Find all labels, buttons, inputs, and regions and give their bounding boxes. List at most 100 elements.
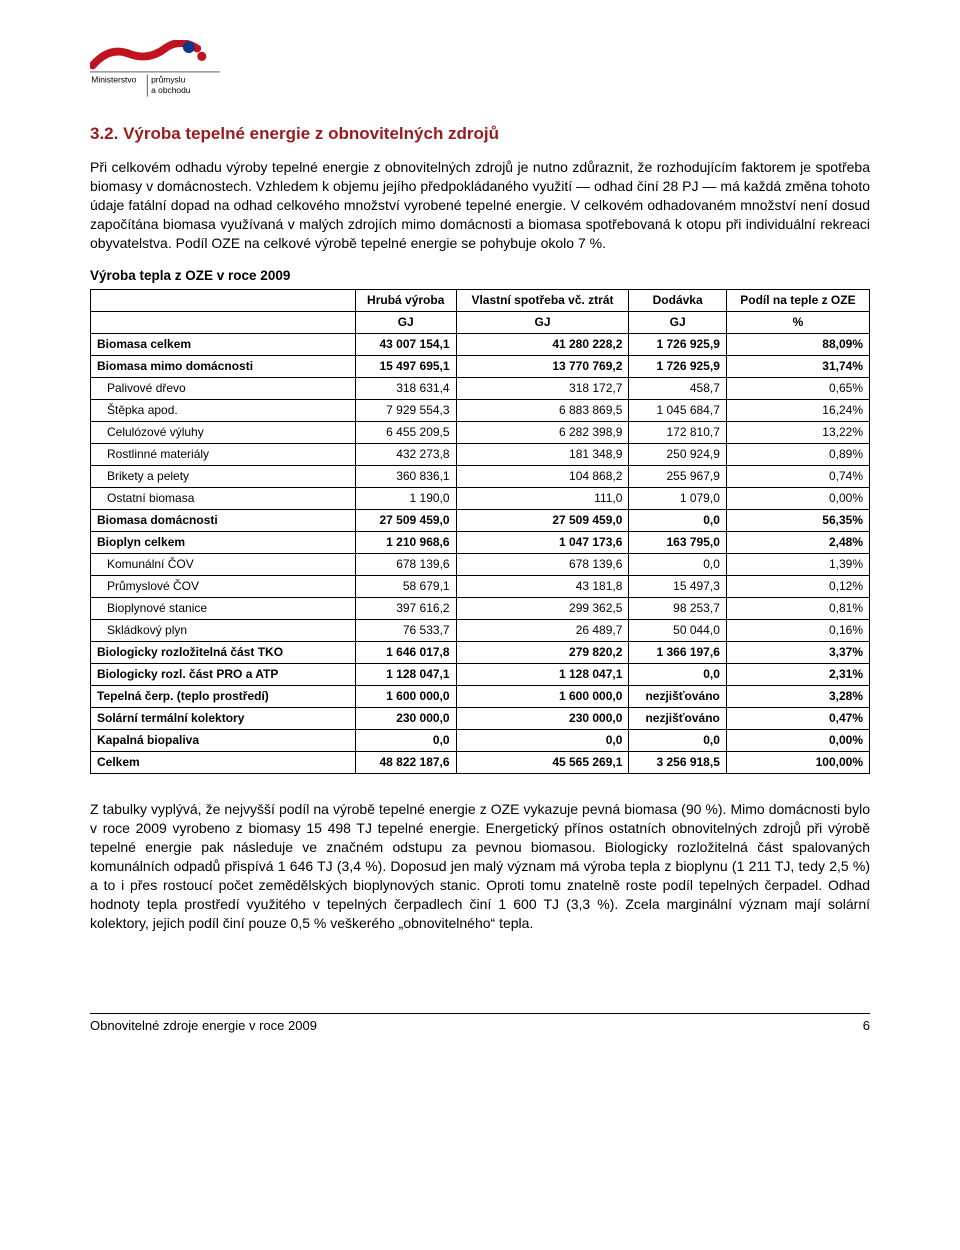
table-row: Solární termální kolektory230 000,0230 0…	[91, 708, 870, 730]
row-value: 1 190,0	[355, 488, 456, 510]
row-value: 0,74%	[726, 466, 869, 488]
row-value: 0,00%	[726, 730, 869, 752]
table-row: Celkem48 822 187,645 565 269,13 256 918,…	[91, 752, 870, 774]
table-row: Bioplynové stanice397 616,2299 362,598 2…	[91, 598, 870, 620]
row-label: Tepelná čerp. (teplo prostředí)	[91, 686, 356, 708]
row-value: 3,37%	[726, 642, 869, 664]
col-header: Vlastní spotřeba vč. ztrát	[456, 290, 629, 312]
row-value: 0,89%	[726, 444, 869, 466]
row-value: 0,00%	[726, 488, 869, 510]
unit-cell: GJ	[355, 312, 456, 334]
row-label: Průmyslové ČOV	[91, 576, 356, 598]
row-value: 27 509 459,0	[355, 510, 456, 532]
table-header-row: Hrubá výroba Vlastní spotřeba vč. ztrát …	[91, 290, 870, 312]
row-label: Biomasa domácnosti	[91, 510, 356, 532]
table-units-row: GJ GJ GJ %	[91, 312, 870, 334]
row-label: Brikety a pelety	[91, 466, 356, 488]
col-header: Dodávka	[629, 290, 726, 312]
row-value: 181 348,9	[456, 444, 629, 466]
row-value: 58 679,1	[355, 576, 456, 598]
row-label: Štěpka apod.	[91, 400, 356, 422]
summary-paragraph: Z tabulky vyplývá, že nejvyšší podíl na …	[90, 800, 870, 932]
unit-cell: GJ	[456, 312, 629, 334]
row-label: Palivové dřevo	[91, 378, 356, 400]
row-value: 50 044,0	[629, 620, 726, 642]
table-row: Tepelná čerp. (teplo prostředí)1 600 000…	[91, 686, 870, 708]
row-value: 250 924,9	[629, 444, 726, 466]
row-label: Biologicky rozl. část PRO a ATP	[91, 664, 356, 686]
row-value: 432 273,8	[355, 444, 456, 466]
row-value: 48 822 187,6	[355, 752, 456, 774]
table-row: Průmyslové ČOV58 679,143 181,815 497,30,…	[91, 576, 870, 598]
row-value: 1 726 925,9	[629, 356, 726, 378]
row-value: 56,35%	[726, 510, 869, 532]
row-label: Biomasa celkem	[91, 334, 356, 356]
row-value: 0,0	[456, 730, 629, 752]
col-header	[91, 290, 356, 312]
unit-cell: GJ	[629, 312, 726, 334]
row-value: 0,81%	[726, 598, 869, 620]
row-value: 0,65%	[726, 378, 869, 400]
intro-paragraph: Při celkovém odhadu výroby tepelné energ…	[90, 158, 870, 252]
row-value: 1 128 047,1	[456, 664, 629, 686]
row-value: 172 810,7	[629, 422, 726, 444]
row-value: 458,7	[629, 378, 726, 400]
svg-text:průmyslu: průmyslu	[151, 74, 186, 84]
row-value: 6 455 209,5	[355, 422, 456, 444]
row-value: 0,0	[629, 664, 726, 686]
row-value: 76 533,7	[355, 620, 456, 642]
row-value: 678 139,6	[456, 554, 629, 576]
row-value: 678 139,6	[355, 554, 456, 576]
row-value: 230 000,0	[355, 708, 456, 730]
unit-cell	[91, 312, 356, 334]
row-label: Kapalná biopaliva	[91, 730, 356, 752]
row-label: Rostlinné materiály	[91, 444, 356, 466]
row-value: 88,09%	[726, 334, 869, 356]
row-value: 360 836,1	[355, 466, 456, 488]
row-value: 0,12%	[726, 576, 869, 598]
row-value: nezjišťováno	[629, 708, 726, 730]
row-value: 318 631,4	[355, 378, 456, 400]
row-label: Ostatní biomasa	[91, 488, 356, 510]
table-row: Rostlinné materiály432 273,8181 348,9250…	[91, 444, 870, 466]
row-value: 45 565 269,1	[456, 752, 629, 774]
row-value: 43 181,8	[456, 576, 629, 598]
row-label: Solární termální kolektory	[91, 708, 356, 730]
page-container: Ministerstvo průmyslu a obchodu 3.2. Výr…	[0, 0, 960, 1063]
row-value: 0,16%	[726, 620, 869, 642]
row-value: 397 616,2	[355, 598, 456, 620]
table-row: Bioplyn celkem1 210 968,61 047 173,6163 …	[91, 532, 870, 554]
table-row: Skládkový plyn76 533,726 489,750 044,00,…	[91, 620, 870, 642]
unit-cell: %	[726, 312, 869, 334]
row-value: 0,0	[355, 730, 456, 752]
table-row: Biologicky rozl. část PRO a ATP1 128 047…	[91, 664, 870, 686]
row-label: Skládkový plyn	[91, 620, 356, 642]
row-value: 1 128 047,1	[355, 664, 456, 686]
row-value: 2,31%	[726, 664, 869, 686]
row-value: 1 210 968,6	[355, 532, 456, 554]
row-value: 318 172,7	[456, 378, 629, 400]
row-value: 100,00%	[726, 752, 869, 774]
oze-heat-table: Hrubá výroba Vlastní spotřeba vč. ztrát …	[90, 289, 870, 774]
table-row: Kapalná biopaliva0,00,00,00,00%	[91, 730, 870, 752]
row-value: 111,0	[456, 488, 629, 510]
row-value: 1,39%	[726, 554, 869, 576]
row-value: 0,0	[629, 554, 726, 576]
ministry-logo: Ministerstvo průmyslu a obchodu	[90, 40, 870, 100]
table-row: Biomasa celkem43 007 154,141 280 228,21 …	[91, 334, 870, 356]
row-label: Komunální ČOV	[91, 554, 356, 576]
row-value: 3 256 918,5	[629, 752, 726, 774]
row-value: 1 646 017,8	[355, 642, 456, 664]
row-value: 2,48%	[726, 532, 869, 554]
row-label: Biomasa mimo domácnosti	[91, 356, 356, 378]
table-row: Celulózové výluhy6 455 209,56 282 398,91…	[91, 422, 870, 444]
row-value: 98 253,7	[629, 598, 726, 620]
section-heading: 3.2. Výroba tepelné energie z obnoviteln…	[90, 124, 870, 144]
row-label: Bioplynové stanice	[91, 598, 356, 620]
table-body: Biomasa celkem43 007 154,141 280 228,21 …	[91, 334, 870, 774]
table-title: Výroba tepla z OZE v roce 2009	[90, 268, 870, 283]
svg-text:a obchodu: a obchodu	[151, 85, 191, 95]
row-value: 15 497,3	[629, 576, 726, 598]
row-value: 15 497 695,1	[355, 356, 456, 378]
row-value: 255 967,9	[629, 466, 726, 488]
